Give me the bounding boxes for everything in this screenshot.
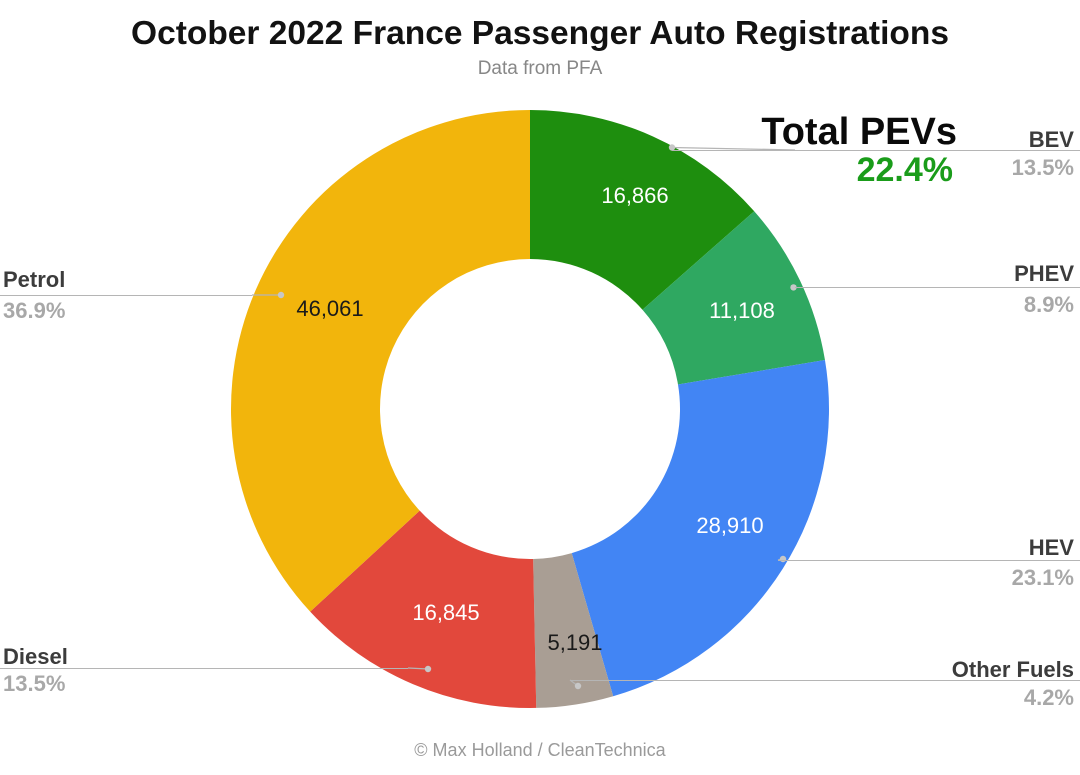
svg-text:5,191: 5,191 xyxy=(547,630,602,655)
svg-text:16,845: 16,845 xyxy=(412,600,479,625)
